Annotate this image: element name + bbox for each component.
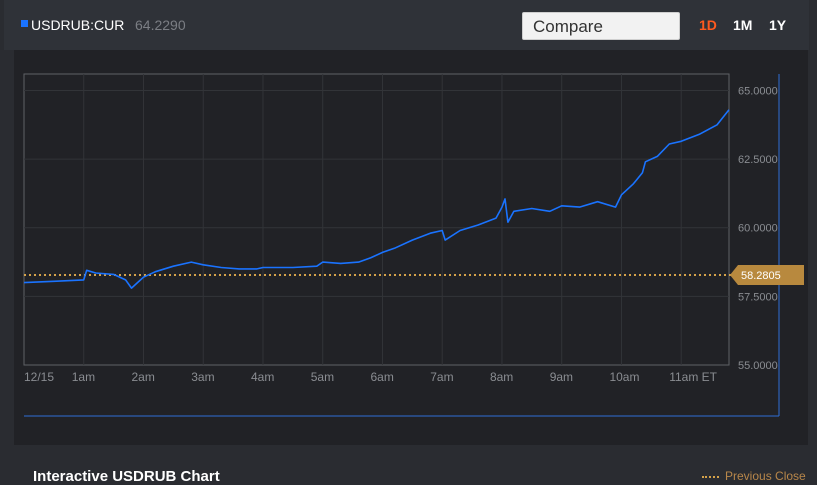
chart-widget: USDRUB:CUR 64.2290 Compare 1D 1M 1Y 55.0…: [4, 0, 809, 485]
previous-close-legend-label: Previous Close: [725, 469, 806, 483]
grid: [23, 73, 780, 417]
previous-close-legend: Previous Close: [702, 469, 806, 483]
x-tick-label: 3am: [191, 370, 214, 384]
x-tick-label: 2am: [131, 370, 154, 384]
y-tick-label: 55.0000: [738, 360, 778, 372]
chart-header: USDRUB:CUR 64.2290 Compare 1D 1M 1Y: [4, 0, 809, 50]
previous-close-tag: [730, 264, 804, 285]
plot-frame: [23, 73, 730, 366]
y-tick-label: 60.0000: [738, 223, 778, 235]
y-tick-label: 62.5000: [738, 154, 778, 166]
x-axis: 12/15 1am 2am 3am 4am 5am 6am 7am 8am 9am 10am 11am…: [24, 370, 718, 384]
last-price: 64.2290: [135, 17, 186, 33]
chart-canvas[interactable]: 55.0000 57.5000 60.0000 62.5000 65.0000 12/1…: [14, 50, 808, 445]
x-tick-label: 7am: [430, 370, 453, 384]
x-tick-label: 1am: [72, 370, 95, 384]
x-tick-label: 5am: [311, 370, 334, 384]
range-1m-button[interactable]: 1M: [733, 17, 753, 33]
x-tick-label: 6am: [370, 370, 393, 384]
x-tick-label: 4am: [251, 370, 274, 384]
ticker-symbol: USDRUB:CUR: [31, 17, 125, 33]
series: [23, 109, 730, 289]
y-tick-label: 57.5000: [738, 291, 778, 303]
previous-close: 58.2805: [24, 264, 804, 285]
previous-close-value: 58.2805: [741, 270, 781, 282]
chart-title: Interactive USDRUB Chart: [33, 468, 220, 485]
chart-panel: 55.0000 57.5000 60.0000 62.5000 65.0000 12/1…: [14, 50, 808, 485]
x-tick-label: 12/15: [24, 370, 54, 384]
x-tick-label: 8am: [490, 370, 513, 384]
x-tick-label: 9am: [550, 370, 573, 384]
legend-dots-icon: [702, 475, 719, 478]
x-tick-label: 11am ET: [669, 370, 717, 384]
y-axis: 55.0000 57.5000 60.0000 62.5000 65.0000: [738, 85, 778, 372]
range-1y-button[interactable]: 1Y: [769, 17, 787, 33]
x-tick-label: 10am: [609, 370, 639, 384]
compare-input[interactable]: Compare: [522, 12, 680, 40]
y-tick-label: 65.0000: [738, 85, 778, 97]
series-line: [23, 109, 730, 289]
series-color-swatch: [21, 20, 28, 27]
range-1d-button[interactable]: 1D: [699, 17, 717, 33]
